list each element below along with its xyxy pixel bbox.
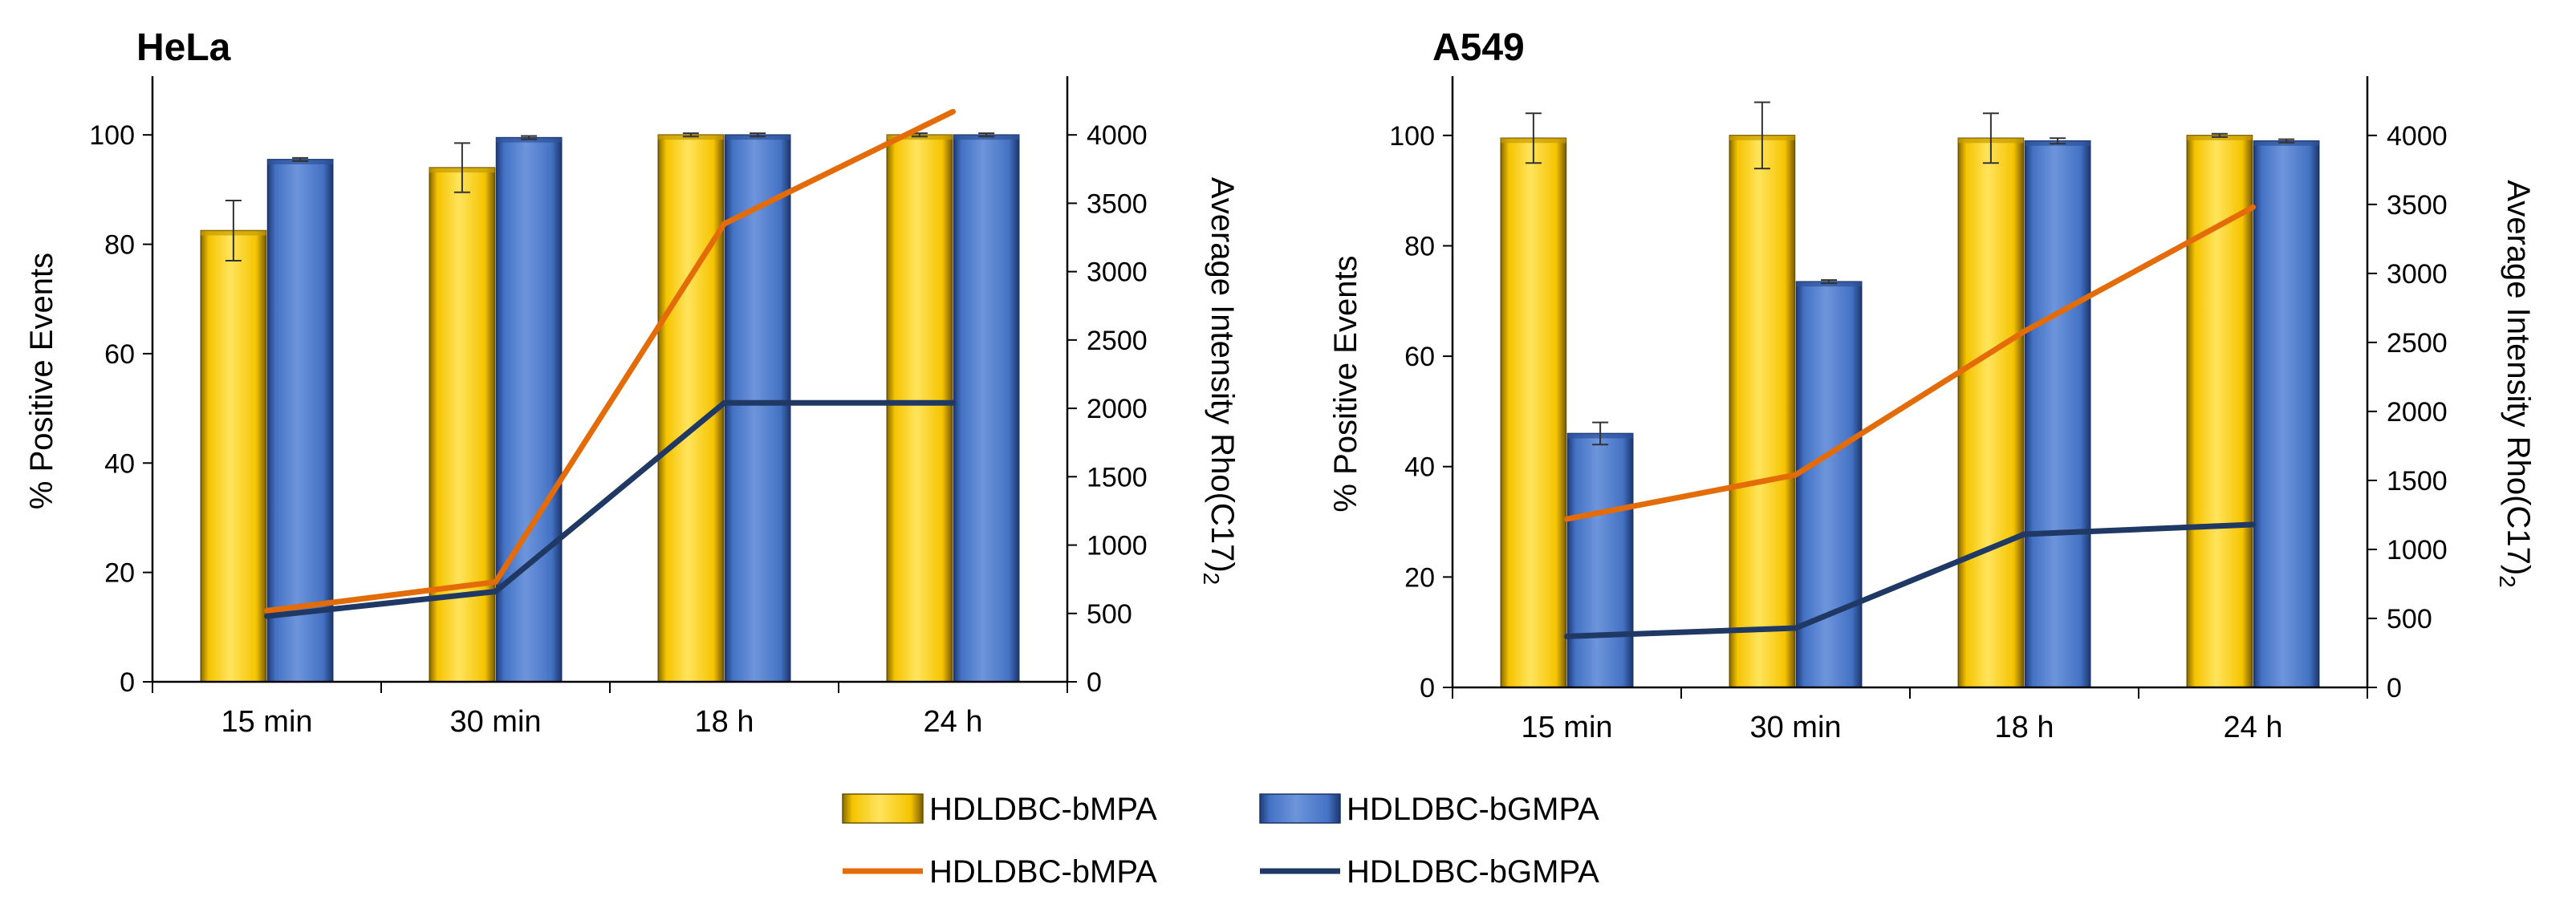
y2-tick-label: 3000 <box>1087 257 1148 288</box>
y-tick-label: 60 <box>1404 342 1435 372</box>
y2-tick-label: 1000 <box>1087 531 1148 561</box>
x-tick-label: 30 min <box>449 705 541 739</box>
bar <box>2024 140 2091 688</box>
y2-axis-label-main: Average Intensity Rho(C17) <box>2501 180 2536 575</box>
y2-tick-label: 1500 <box>2387 466 2448 497</box>
y2-tick-label: 2000 <box>1087 394 1148 424</box>
bar <box>953 134 1020 683</box>
y2-tick-label: 2500 <box>2387 328 2448 359</box>
bar <box>429 167 496 683</box>
y2-tick-label: 3000 <box>2387 259 2448 290</box>
chart-a549: A549020406080100050010001500200025003000… <box>1328 26 2536 744</box>
bar <box>1957 137 2025 688</box>
legend-swatch-bar <box>1259 793 1341 824</box>
y-tick-label: 0 <box>1420 673 1435 703</box>
y-tick-label: 80 <box>1404 231 1435 261</box>
bar <box>886 134 953 683</box>
y2-tick-label: 2000 <box>2387 397 2448 428</box>
y2-tick-label: 0 <box>2387 673 2402 703</box>
y-axis-label: % Positive Events <box>1328 255 1363 512</box>
x-tick-label: 30 min <box>1749 711 1841 744</box>
y2-tick-label: 1500 <box>1087 462 1148 493</box>
x-tick-label: 15 min <box>221 705 312 739</box>
y2-tick-label: 500 <box>2387 604 2432 634</box>
y2-tick-label: 3500 <box>1087 188 1148 219</box>
series-line <box>264 108 956 614</box>
y2-axis-label-subscript: 2 <box>1199 573 1224 586</box>
y2-axis-label: Average Intensity Rho(C17)2 <box>1199 177 1240 585</box>
y-tick-label: 0 <box>120 667 135 698</box>
y-axis-label: % Positive Events <box>24 253 59 509</box>
series-line <box>1564 204 2256 522</box>
y-tick-label: 40 <box>104 448 135 479</box>
y2-axis-label-main: Average Intensity Rho(C17) <box>1205 177 1240 573</box>
x-tick-label: 18 h <box>695 705 754 739</box>
x-tick-label: 18 h <box>1995 711 2054 744</box>
bar <box>200 229 267 683</box>
bar <box>1500 137 1567 688</box>
y-tick-label: 100 <box>89 120 135 151</box>
legend-swatch-bar <box>842 793 924 824</box>
bar <box>1729 135 1796 688</box>
series-line <box>1564 521 2256 639</box>
x-tick-label: 24 h <box>2224 711 2283 744</box>
bar <box>2186 135 2253 688</box>
legend-label: HDLDBC-bMPA <box>929 854 1157 890</box>
bar <box>495 136 563 683</box>
bar <box>657 134 725 683</box>
chart-title: HeLa <box>136 26 231 69</box>
legend-label: HDLDBC-bGMPA <box>1347 792 1599 827</box>
chart-hela: HeLa020406080100050010001500200025003000… <box>24 26 1240 739</box>
legend: HDLDBC-bMPA HDLDBC-bGMPA HDLDBC-bMPA HDLDBC… <box>842 792 1599 890</box>
y2-axis-label: Average Intensity Rho(C17)2 <box>2495 180 2536 587</box>
legend-label: HDLDBC-bMPA <box>929 792 1157 827</box>
y2-tick-label: 0 <box>1087 667 1102 698</box>
y-tick-label: 20 <box>104 558 135 589</box>
y2-tick-label: 500 <box>1087 599 1132 630</box>
y-tick-label: 60 <box>104 339 135 370</box>
chart-title: A549 <box>1432 26 1525 69</box>
bar <box>1566 432 1634 688</box>
x-tick-label: 24 h <box>924 705 983 739</box>
y2-tick-label: 1000 <box>2387 535 2448 565</box>
x-tick-label: 15 min <box>1521 711 1612 744</box>
y-tick-label: 20 <box>1404 562 1435 593</box>
y-tick-label: 80 <box>104 230 135 261</box>
y-tick-label: 40 <box>1404 452 1435 483</box>
y2-tick-label: 3500 <box>2387 190 2448 221</box>
legend-label: HDLDBC-bGMPA <box>1347 854 1599 890</box>
y2-tick-label: 2500 <box>1087 326 1148 356</box>
y2-tick-label: 4000 <box>1087 120 1148 151</box>
series-line <box>264 399 956 619</box>
y-tick-label: 100 <box>1389 121 1435 152</box>
y2-axis-label-subscript: 2 <box>2495 575 2520 588</box>
bar <box>724 134 791 683</box>
bar <box>2253 140 2320 688</box>
y2-tick-label: 4000 <box>2387 121 2448 152</box>
